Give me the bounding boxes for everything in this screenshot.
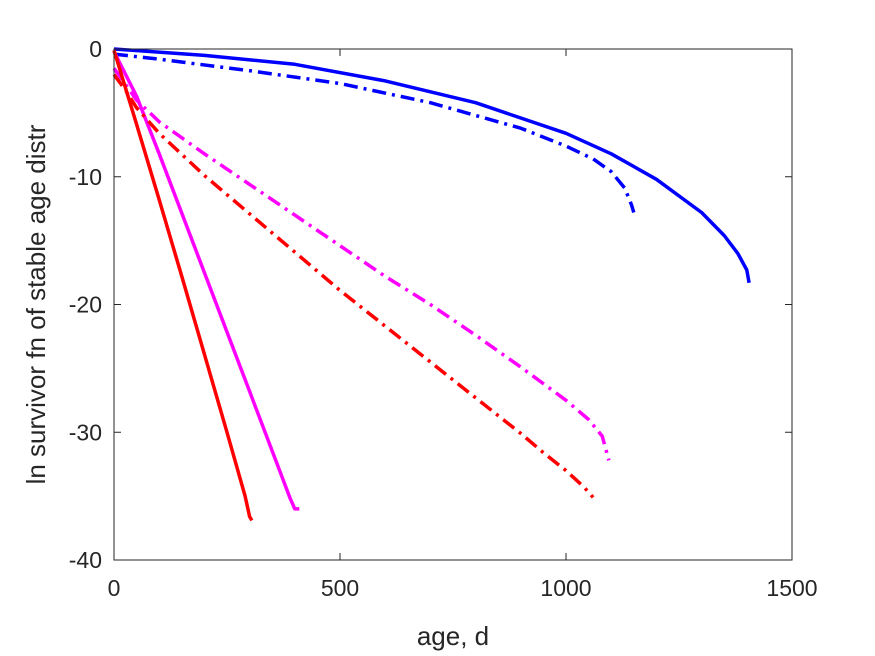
y-tick-label: -20 [69,292,102,318]
series-line-4 [112,67,611,461]
series-line-3 [112,50,300,511]
y-tick-label: -30 [69,419,102,445]
series-layer [112,47,751,522]
x-tick-label: 1000 [540,575,591,601]
series-line-2 [113,52,636,214]
series-line-1 [113,47,751,284]
x-axis-label: age, d [417,621,489,651]
series-line-6 [112,73,595,499]
y-tick-label: 0 [89,36,102,62]
y-tick-label: -10 [69,164,102,190]
y-tick-label: -40 [69,547,102,573]
x-tick-label: 500 [321,575,359,601]
x-tick-label: 0 [108,575,121,601]
ticks-layer: 0 500 1000 1500 0 -10 -20 -30 -40 [69,36,818,601]
series-line-5 [112,49,254,522]
plot-area [114,49,792,560]
y-axis-label: ln survivor fn of stable age distr [21,124,51,484]
x-tick-label: 1500 [766,575,817,601]
